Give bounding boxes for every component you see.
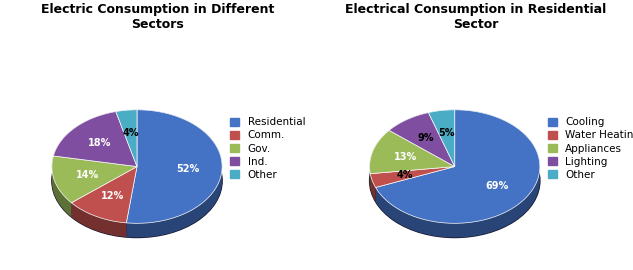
Polygon shape	[72, 167, 137, 223]
Legend: Residential, Comm., Gov., Ind., Other: Residential, Comm., Gov., Ind., Other	[230, 117, 305, 180]
Polygon shape	[116, 110, 137, 167]
Polygon shape	[429, 110, 454, 167]
Polygon shape	[52, 156, 137, 203]
Title: Electric Consumption in Different
Sectors: Electric Consumption in Different Sector…	[41, 3, 274, 31]
Text: 9%: 9%	[418, 133, 434, 143]
Text: 52%: 52%	[177, 164, 199, 174]
PathPatch shape	[127, 110, 222, 238]
Polygon shape	[127, 110, 222, 223]
Ellipse shape	[52, 124, 222, 238]
Text: 18%: 18%	[88, 138, 111, 148]
PathPatch shape	[370, 174, 375, 202]
Legend: Cooling, Water Heating, Appliances, Lighting, Other: Cooling, Water Heating, Appliances, Ligh…	[548, 117, 633, 180]
PathPatch shape	[53, 112, 116, 170]
PathPatch shape	[116, 110, 137, 126]
Text: 13%: 13%	[394, 152, 417, 162]
Polygon shape	[370, 130, 454, 174]
PathPatch shape	[375, 110, 540, 238]
Polygon shape	[375, 110, 540, 223]
Text: 5%: 5%	[439, 128, 455, 138]
Text: 69%: 69%	[486, 181, 508, 191]
PathPatch shape	[389, 113, 429, 144]
PathPatch shape	[72, 203, 127, 237]
Polygon shape	[53, 112, 137, 167]
Text: 4%: 4%	[397, 170, 413, 180]
Polygon shape	[370, 167, 454, 187]
Text: 14%: 14%	[76, 170, 99, 180]
PathPatch shape	[370, 130, 389, 188]
Title: Electrical Consumption in Residential
Sector: Electrical Consumption in Residential Se…	[345, 3, 606, 31]
PathPatch shape	[429, 110, 454, 127]
Text: 4%: 4%	[122, 128, 139, 138]
PathPatch shape	[52, 156, 72, 217]
Ellipse shape	[370, 124, 540, 238]
Polygon shape	[389, 113, 454, 167]
Text: 12%: 12%	[101, 191, 124, 201]
